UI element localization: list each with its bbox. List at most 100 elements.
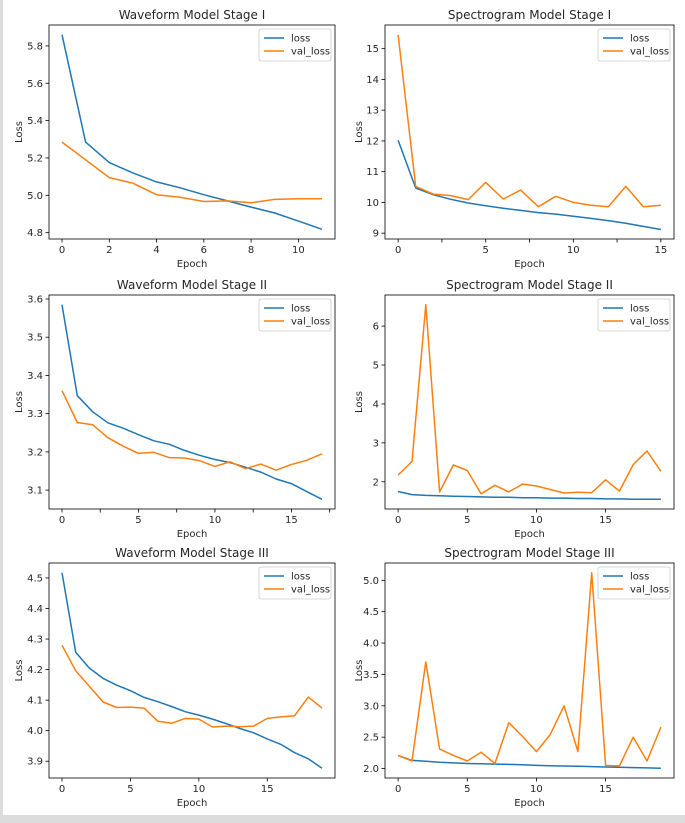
x-tick-label: 0 — [395, 784, 401, 795]
x-axis-label: Epoch — [177, 798, 208, 809]
subplot-title: Spectrogram Model Stage III — [444, 546, 614, 560]
y-tick-label: 4.8 — [27, 228, 43, 239]
subplot-title: Spectrogram Model Stage II — [446, 278, 613, 292]
figure-background — [3, 0, 685, 815]
x-axis-label: Epoch — [177, 259, 208, 270]
legend-box — [258, 566, 332, 600]
axes-frame — [48, 562, 336, 779]
y-tick-label: 11 — [366, 167, 379, 178]
axes-frame — [48, 294, 336, 510]
series-line-val_loss — [61, 390, 323, 471]
legend-label: val_loss — [630, 585, 669, 596]
x-axis-label: Epoch — [514, 798, 545, 809]
y-tick-label: 3.3 — [27, 409, 43, 420]
y-tick-label: 4.3 — [27, 635, 43, 646]
legend-box — [597, 566, 671, 600]
series-line-val_loss — [397, 34, 661, 208]
legend-label: loss — [291, 572, 310, 583]
y-tick-label: 5.2 — [27, 153, 43, 164]
y-tick-label: 5.0 — [27, 191, 43, 202]
y-tick-label: 14 — [366, 75, 379, 86]
y-tick-label: 5.8 — [27, 41, 43, 52]
legend-label: loss — [630, 34, 649, 45]
legend-label: val_loss — [291, 47, 330, 58]
series-line-val_loss — [397, 303, 662, 495]
x-tick-label: 0 — [59, 515, 65, 526]
series-line-loss — [397, 754, 661, 769]
legend-box — [597, 298, 671, 332]
y-tick-label: 3.6 — [27, 294, 43, 305]
y-tick-label: 5.6 — [27, 79, 43, 90]
legend: loss val_loss — [258, 298, 332, 332]
x-tick-label: 10 — [209, 515, 222, 526]
x-tick-label: 4 — [153, 245, 159, 256]
x-tick-label: 10 — [567, 245, 580, 256]
axes-frame — [384, 294, 675, 510]
y-tick-label: 4.1 — [27, 696, 43, 707]
y-axis-label: Loss — [14, 391, 25, 413]
x-tick-label: 0 — [59, 245, 65, 256]
legend-label: val_loss — [630, 47, 669, 58]
y-tick-label: 15 — [366, 44, 379, 55]
legend: loss val_loss — [597, 298, 671, 332]
x-tick-label: 15 — [599, 515, 612, 526]
axes-frame — [384, 562, 675, 779]
x-tick-label: 10 — [192, 784, 205, 795]
y-axis-label: Loss — [14, 660, 25, 682]
legend-box — [597, 28, 671, 62]
subplot-5: Waveform Model Stage III 0 5 10 15 3.9 4.0 4.1 4… — [14, 546, 336, 809]
y-tick-label: 4.2 — [27, 665, 43, 676]
y-axis-label: Loss — [354, 660, 365, 682]
y-tick-label: 3.5 — [27, 333, 43, 344]
y-tick-label: 4.5 — [27, 573, 43, 584]
x-tick-label: 5 — [464, 515, 470, 526]
x-tick-label: 10 — [292, 245, 305, 256]
subplot-1: Waveform Model Stage I 0 2 4 6 8 10 4.8 5.0 5.2 5.… — [14, 8, 336, 270]
y-tick-label: 13 — [366, 106, 379, 117]
x-tick-label: 15 — [654, 245, 667, 256]
y-tick-label: 3.2 — [27, 447, 43, 458]
legend-label: loss — [630, 304, 649, 315]
y-tick-label: 3.4 — [27, 371, 43, 382]
y-tick-label: 3.0 — [363, 701, 379, 712]
y-axis-label: Loss — [354, 121, 365, 143]
x-tick-label: 5 — [483, 245, 489, 256]
x-tick-label: 5 — [464, 784, 470, 795]
x-axis-label: Epoch — [177, 529, 208, 540]
legend-label: loss — [291, 34, 310, 45]
legend: loss val_loss — [597, 566, 671, 600]
x-tick-label: 5 — [127, 784, 133, 795]
y-tick-label: 10 — [366, 198, 379, 209]
y-tick-label: 2 — [373, 477, 379, 488]
x-tick-label: 8 — [248, 245, 254, 256]
x-tick-label: 0 — [395, 245, 401, 256]
legend-box — [258, 298, 332, 332]
x-tick-label: 15 — [261, 784, 274, 795]
series-line-loss — [61, 34, 323, 231]
x-tick-label: 2 — [106, 245, 112, 256]
y-tick-label: 5 — [373, 361, 379, 372]
x-tick-label: 10 — [530, 784, 543, 795]
x-axis-label: Epoch — [514, 259, 545, 270]
series-line-loss — [397, 490, 661, 501]
subplot-title: Spectrogram Model Stage I — [448, 8, 611, 22]
subplot-6: Spectrogram Model Stage III 0 5 10 15 2.0 2.5 3… — [354, 546, 675, 809]
legend: loss val_loss — [258, 28, 332, 62]
legend-label: val_loss — [630, 317, 669, 328]
x-tick-label: 15 — [285, 515, 298, 526]
y-tick-label: 3.9 — [27, 757, 43, 768]
legend-box — [258, 28, 332, 62]
y-tick-label: 5.0 — [363, 576, 379, 587]
y-tick-label: 3.5 — [363, 670, 379, 681]
series-line-loss — [61, 304, 323, 500]
y-tick-label: 4.0 — [363, 639, 379, 650]
y-axis-label: Loss — [14, 121, 25, 143]
x-tick-label: 0 — [395, 515, 401, 526]
y-axis-label: Loss — [354, 391, 365, 413]
y-tick-label: 9 — [373, 229, 379, 240]
x-tick-label: 15 — [599, 784, 612, 795]
y-tick-label: 3 — [373, 438, 379, 449]
y-tick-label: 4.0 — [27, 726, 43, 737]
x-tick-label: 6 — [201, 245, 207, 256]
y-tick-label: 12 — [366, 136, 379, 147]
